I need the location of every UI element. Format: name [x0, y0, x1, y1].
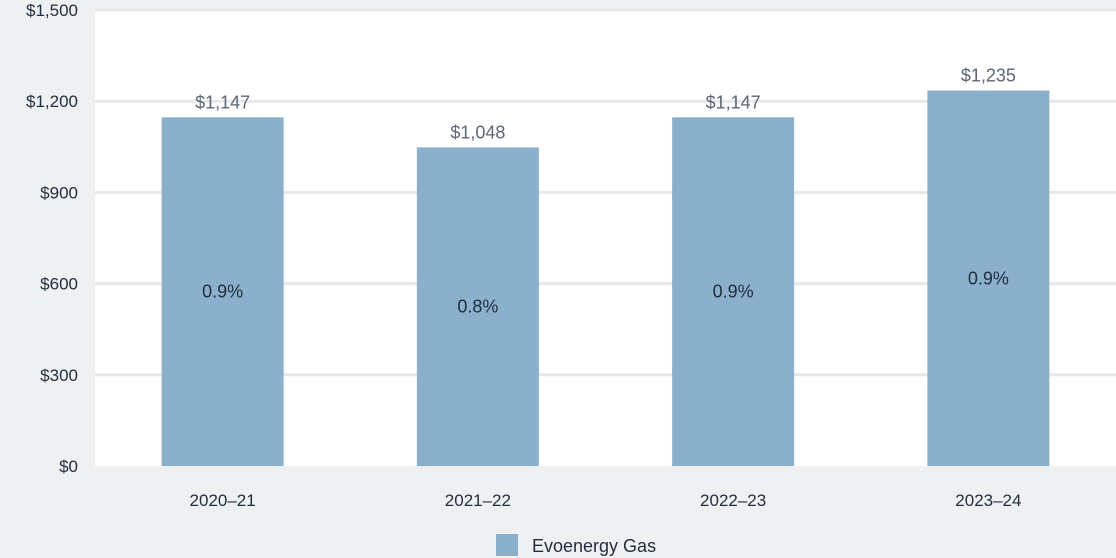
y-axis: $0 $300 $600 $900 $1,200 $1,500	[26, 1, 78, 476]
legend-label: Evoenergy Gas	[532, 536, 656, 556]
bar-percent-label: 0.9%	[202, 282, 243, 302]
x-tick-label: 2021–22	[445, 491, 511, 510]
x-axis: 2020–21 2021–22 2022–23 2023–24	[190, 491, 1022, 510]
bar	[161, 117, 284, 466]
bar-percent-label: 0.8%	[457, 297, 498, 317]
bar-percent-label: 0.9%	[968, 268, 1009, 288]
bar	[927, 90, 1050, 466]
bar-value-label: $1,235	[961, 66, 1016, 86]
bar-value-label: $1,147	[706, 92, 761, 112]
x-tick-label: 2023–24	[955, 491, 1021, 510]
y-tick-label: $0	[59, 457, 78, 476]
bar-value-label: $1,048	[450, 122, 505, 142]
y-tick-label: $600	[40, 275, 78, 294]
y-tick-label: $300	[40, 366, 78, 385]
y-tick-label: $1,500	[26, 1, 78, 20]
x-tick-label: 2020–21	[190, 491, 256, 510]
bar-percent-label: 0.9%	[713, 282, 754, 302]
bar-value-label: $1,147	[195, 92, 250, 112]
y-tick-label: $900	[40, 183, 78, 202]
bar	[416, 147, 539, 466]
y-tick-label: $1,200	[26, 92, 78, 111]
legend: Evoenergy Gas	[496, 534, 656, 556]
bars: $1,147 0.9% $1,048 0.8% $1,147 0.9% $1,235 0.9%	[161, 66, 1050, 466]
x-tick-label: 2022–23	[700, 491, 766, 510]
bar	[672, 117, 795, 466]
legend-swatch	[496, 534, 518, 556]
